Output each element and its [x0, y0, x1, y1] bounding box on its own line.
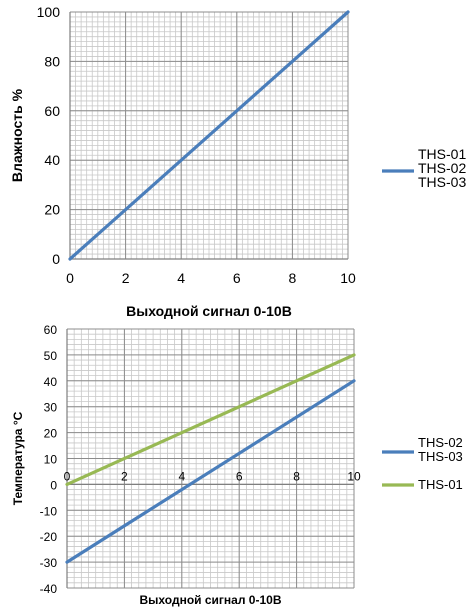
- x-tick-label: 10: [340, 270, 356, 286]
- legend-label: THS-01: [418, 477, 463, 492]
- y-tick-label: 60: [44, 323, 58, 337]
- y-tick-label: -40: [40, 582, 58, 596]
- x-tick-label: 0: [66, 270, 74, 286]
- legend-label: THS-03: [418, 174, 466, 190]
- x-tick-label: 8: [293, 469, 300, 483]
- x-tick-label: 6: [233, 270, 241, 286]
- x-tick-label: 4: [178, 469, 185, 483]
- x-tick-label: 2: [122, 270, 130, 286]
- y-axis-title: Влажность %: [9, 88, 25, 182]
- y-tick-label: 40: [44, 152, 60, 168]
- legend-label: THS-02: [418, 435, 463, 450]
- y-tick-label: 20: [44, 202, 60, 218]
- y-tick-label: -10: [40, 504, 58, 518]
- series-line: [65, 379, 356, 564]
- minor-gridlines: [69, 11, 349, 260]
- x-axis-title: Выходной сигнал 0-10В: [140, 593, 282, 607]
- y-tick-label: 20: [44, 427, 58, 441]
- y-tick-label: 0: [50, 478, 57, 492]
- series-line: [65, 353, 356, 486]
- x-tick-label: 4: [177, 270, 185, 286]
- y-tick-label: 30: [44, 401, 58, 415]
- x-axis-title: Выходной сигнал 0-10В: [126, 303, 292, 319]
- y-tick-label: 100: [37, 4, 61, 20]
- y-tick-label: 60: [44, 103, 60, 119]
- humidity-chart: 0 20 40 60 80 100 0 2 4 6 8 10 Влажность % Выходной с…: [9, 4, 466, 319]
- y-axis-title: Температура °C: [11, 411, 25, 505]
- y-tick-label: 10: [44, 453, 58, 467]
- x-tick-label: 10: [347, 469, 361, 483]
- legend-label: THS-02: [418, 160, 466, 176]
- series-line: [68, 10, 350, 261]
- y-tick-label: -20: [40, 530, 58, 544]
- y-tick-label: -30: [40, 556, 58, 570]
- x-tick-label: 8: [289, 270, 297, 286]
- temperature-chart: -40 -30 -20 -10 0 10 20 30 40 50 60 0 2 4 6 8 10 Температ…: [11, 323, 463, 607]
- legend-label: THS-01: [418, 146, 466, 162]
- y-tick-label: 50: [44, 349, 58, 363]
- x-tick-label: 2: [121, 469, 128, 483]
- y-tick-label: 0: [52, 251, 60, 267]
- x-tick-label: 6: [236, 469, 243, 483]
- y-tick-label: 40: [44, 375, 58, 389]
- legend-label: THS-03: [418, 449, 463, 464]
- x-tick-label: 0: [64, 469, 71, 483]
- y-tick-label: 80: [44, 53, 60, 69]
